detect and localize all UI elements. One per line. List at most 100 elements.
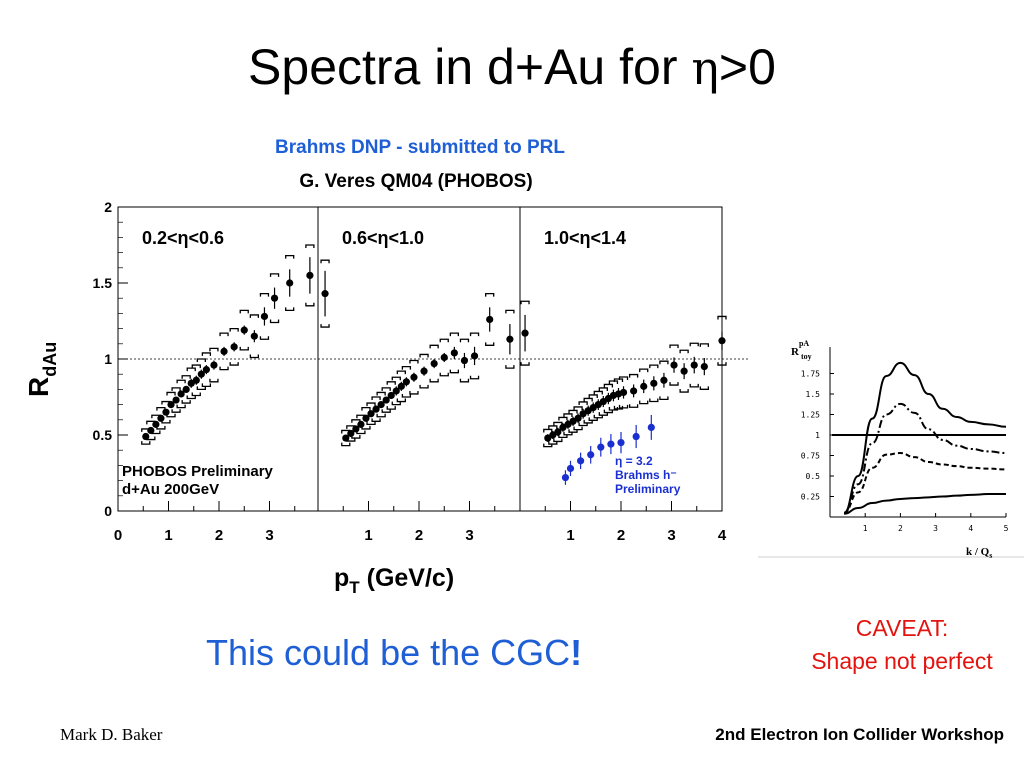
- data-point: [574, 414, 582, 422]
- phobos-annotation-line-1: PHOBOS Preliminary: [122, 463, 274, 480]
- systematic-bracket-lower: [305, 302, 315, 307]
- brahms-data-point: [566, 464, 575, 473]
- systematic-bracket-lower: [141, 441, 151, 445]
- data-point: [142, 432, 150, 441]
- data-point: [486, 315, 494, 324]
- data-point: [321, 290, 329, 298]
- systematic-bracket-upper: [689, 342, 699, 347]
- systematic-bracket-upper: [201, 352, 212, 356]
- systematic-bracket-lower: [269, 319, 280, 324]
- phobos-annotation-line-2: d+Au 200GeV: [122, 481, 219, 498]
- toy-y-tick-label: 1: [815, 431, 820, 440]
- data-point: [220, 347, 228, 355]
- toy-y-tick-label: 1.75: [801, 370, 820, 379]
- systematic-bracket-upper: [176, 379, 186, 384]
- x-axis-label-unit: (GeV/c): [360, 564, 454, 592]
- systematic-bracket-lower: [391, 401, 401, 406]
- x-tick-label: 1: [164, 527, 172, 544]
- systematic-bracket-upper: [583, 397, 593, 402]
- systematic-bracket-upper: [371, 396, 381, 400]
- x-tick-label: 2: [617, 527, 625, 544]
- data-point: [506, 335, 514, 343]
- systematic-bracket-lower: [689, 383, 699, 388]
- data-point: [410, 373, 418, 381]
- systematic-bracket-upper: [381, 387, 391, 391]
- caveat-text: Shape not perfect: [811, 648, 993, 674]
- data-point: [210, 361, 218, 369]
- systematic-bracket-upper: [469, 332, 480, 337]
- systematic-bracket-lower: [196, 386, 206, 391]
- data-point: [147, 426, 155, 435]
- caveat-note: CAVEAT: Shape not perfect: [790, 612, 1014, 678]
- data-point: [450, 349, 458, 357]
- systematic-bracket-lower: [229, 362, 239, 366]
- systematic-bracket-upper: [628, 373, 639, 378]
- data-point: [554, 428, 562, 436]
- systematic-bracket-upper: [171, 387, 181, 391]
- x-tick-label: 0: [114, 527, 122, 544]
- systematic-bracket-lower: [449, 369, 459, 374]
- data-point: [230, 343, 238, 351]
- data-point: [362, 414, 370, 422]
- systematic-bracket-lower: [563, 431, 573, 436]
- toy-x-axis-label-main: k / Q: [966, 546, 990, 558]
- systematic-bracket-lower: [366, 421, 376, 426]
- toy-x-tick-label: 1: [863, 524, 868, 533]
- panel-label: 0.6<η<1.0: [342, 228, 424, 248]
- systematic-bracket-lower: [361, 425, 371, 430]
- systematic-bracket-upper: [573, 406, 583, 410]
- footer-event: 2nd Electron Ion Collider Workshop: [715, 725, 1004, 744]
- y-axis-label-main: R: [23, 377, 54, 397]
- systematic-bracket-lower: [573, 426, 583, 431]
- systematic-bracket-upper: [285, 254, 295, 259]
- systematic-bracket-upper: [429, 344, 439, 349]
- systematic-bracket-lower: [459, 378, 470, 383]
- systematic-bracket-lower: [201, 383, 212, 388]
- y-tick-label: 2: [104, 199, 112, 215]
- systematic-bracket-lower: [181, 400, 191, 404]
- systematic-bracket-upper: [439, 338, 449, 343]
- data-point: [306, 271, 314, 279]
- data-point: [392, 387, 400, 395]
- systematic-bracket-upper: [196, 358, 206, 362]
- data-point: [470, 352, 479, 360]
- systematic-bracket-lower: [520, 362, 530, 366]
- data-point: [402, 378, 410, 386]
- y-tick-label: 0.5: [93, 427, 113, 443]
- systematic-bracket-lower: [285, 307, 295, 312]
- x-tick-label: 3: [465, 527, 473, 544]
- toy-y-axis-label-main: R: [791, 346, 800, 358]
- systematic-bracket-upper: [219, 332, 229, 337]
- x-tick-label: 4: [718, 527, 727, 544]
- data-point: [357, 420, 365, 428]
- systematic-bracket-upper: [548, 425, 558, 429]
- systematic-bracket-lower: [186, 395, 196, 400]
- systematic-bracket-lower: [439, 372, 449, 377]
- systematic-bracket-lower: [699, 386, 709, 390]
- data-point: [167, 401, 175, 409]
- systematic-bracket-lower: [578, 422, 588, 427]
- rdau-spectra-chart: 0 0.5 1 1.5 2 RdAu pT (GeV/c) 0 1 2 3 0.2<η<0.6 1 2 3 0…: [23, 199, 750, 597]
- systematic-bracket-upper: [568, 409, 578, 414]
- y-axis-label: RdAu: [23, 342, 60, 397]
- toy-curve-3: [843, 452, 1007, 514]
- systematic-bracket-lower: [171, 409, 181, 413]
- x-tick-label: 2: [415, 527, 423, 544]
- systematic-bracket-lower: [548, 441, 558, 445]
- systematic-bracket-upper: [401, 365, 412, 370]
- data-point: [670, 361, 678, 369]
- systematic-bracket-lower: [146, 436, 156, 441]
- brahms-data-point: [607, 440, 615, 448]
- data-point: [640, 382, 648, 390]
- systematic-bracket-upper: [186, 367, 196, 372]
- systematic-bracket-lower: [371, 418, 381, 422]
- systematic-bracket-upper: [717, 315, 727, 320]
- data-point: [152, 420, 160, 428]
- systematic-bracket-lower: [396, 398, 406, 403]
- systematic-bracket-upper: [249, 314, 259, 318]
- brahms-legend-line-3: Preliminary: [615, 482, 681, 496]
- systematic-bracket-upper: [459, 338, 470, 343]
- data-point: [420, 367, 428, 375]
- systematic-bracket-lower: [239, 346, 249, 351]
- systematic-bracket-lower: [558, 434, 568, 439]
